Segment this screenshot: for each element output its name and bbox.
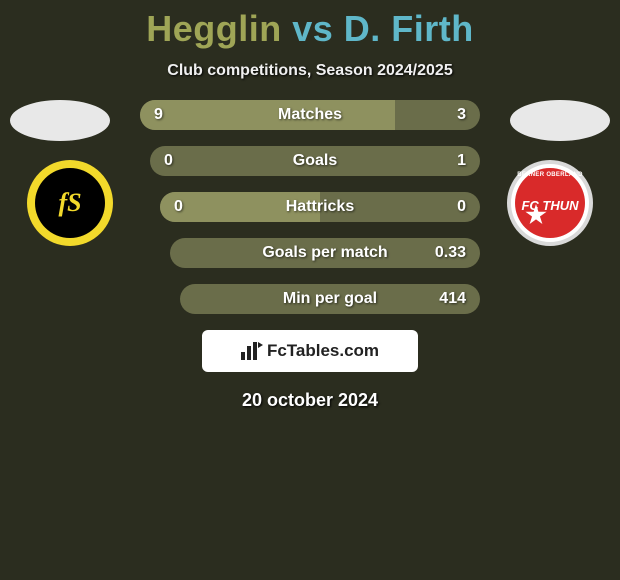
stat-label: Goals per match — [262, 244, 387, 262]
stat-value-right: 414 — [439, 290, 466, 308]
stat-value-right: 0.33 — [435, 244, 466, 262]
content-area: fS BERNER OBERLAND FC THUN 9 Matches 3 0 Goa… — [0, 100, 620, 314]
stat-value-right: 0 — [457, 198, 466, 216]
stat-value-left: 0 — [174, 198, 183, 216]
club-badge-left: fS — [27, 160, 113, 246]
stat-row: Min per goal 414 — [180, 284, 480, 314]
chart-icon — [241, 342, 261, 360]
stat-value-right: 3 — [457, 106, 466, 124]
stat-label: Min per goal — [283, 290, 377, 308]
stat-value-left: 0 — [164, 152, 173, 170]
stat-fill — [140, 100, 395, 130]
club-right-inner: BERNER OBERLAND FC THUN — [515, 168, 585, 238]
subtitle: Club competitions, Season 2024/2025 — [0, 62, 620, 80]
player1-avatar — [10, 100, 110, 141]
stats-container: 9 Matches 3 0 Goals 1 0 Hattricks 0 Goals per mat… — [140, 100, 480, 314]
stat-value-left: 9 — [154, 106, 163, 124]
stat-label: Hattricks — [286, 198, 354, 216]
stat-row: 9 Matches 3 — [140, 100, 480, 130]
stat-label: Goals — [293, 152, 337, 170]
watermark-text: FcTables.com — [267, 341, 379, 361]
club-badge-right: BERNER OBERLAND FC THUN — [507, 160, 593, 246]
stat-label: Matches — [278, 106, 342, 124]
club-left-monogram: fS — [35, 168, 105, 238]
watermark-box: FcTables.com — [202, 330, 418, 372]
date-text: 20 october 2024 — [0, 390, 620, 411]
stat-row: Goals per match 0.33 — [170, 238, 480, 268]
player2-avatar — [510, 100, 610, 141]
stat-row: 0 Goals 1 — [150, 146, 480, 176]
stat-value-right: 1 — [457, 152, 466, 170]
player2-name: D. Firth — [344, 8, 474, 49]
stat-row: 0 Hattricks 0 — [160, 192, 480, 222]
club-right-top-text: BERNER OBERLAND — [517, 172, 583, 178]
vs-text: vs — [292, 8, 333, 49]
player1-name: Hegglin — [146, 8, 282, 49]
comparison-title: Hegglin vs D. Firth — [0, 0, 620, 50]
club-right-main-text: FC THUN — [521, 198, 578, 213]
